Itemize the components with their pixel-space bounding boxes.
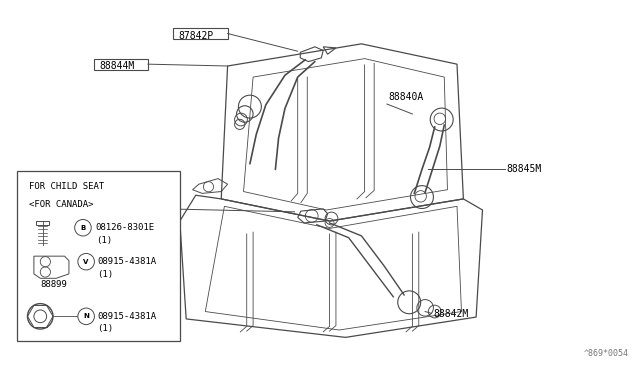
- Bar: [173, 28, 228, 39]
- Text: ^869*0054: ^869*0054: [584, 349, 629, 358]
- Text: 88844M: 88844M: [99, 61, 134, 71]
- Text: 88899: 88899: [40, 280, 67, 289]
- Text: V: V: [83, 259, 89, 265]
- Text: N: N: [83, 313, 89, 319]
- Text: 88845M: 88845M: [507, 164, 542, 174]
- Text: (1): (1): [98, 270, 114, 279]
- Text: 88842M: 88842M: [93, 202, 129, 212]
- Text: <FOR CANADA>: <FOR CANADA>: [29, 200, 93, 209]
- Text: 08915-4381A: 08915-4381A: [98, 257, 157, 266]
- Text: 88840A: 88840A: [389, 92, 424, 102]
- Text: 88842M: 88842M: [433, 310, 468, 320]
- Text: B: B: [81, 225, 86, 231]
- Text: 08915-4381A: 08915-4381A: [98, 311, 157, 321]
- Text: (1): (1): [98, 324, 114, 333]
- Text: 87842P: 87842P: [179, 31, 214, 41]
- Bar: [94, 59, 148, 70]
- Bar: [36, 221, 49, 225]
- Text: (1): (1): [96, 236, 112, 245]
- Text: 08126-8301E: 08126-8301E: [96, 223, 155, 232]
- Text: FOR CHILD SEAT: FOR CHILD SEAT: [29, 182, 104, 191]
- Bar: [17, 171, 180, 341]
